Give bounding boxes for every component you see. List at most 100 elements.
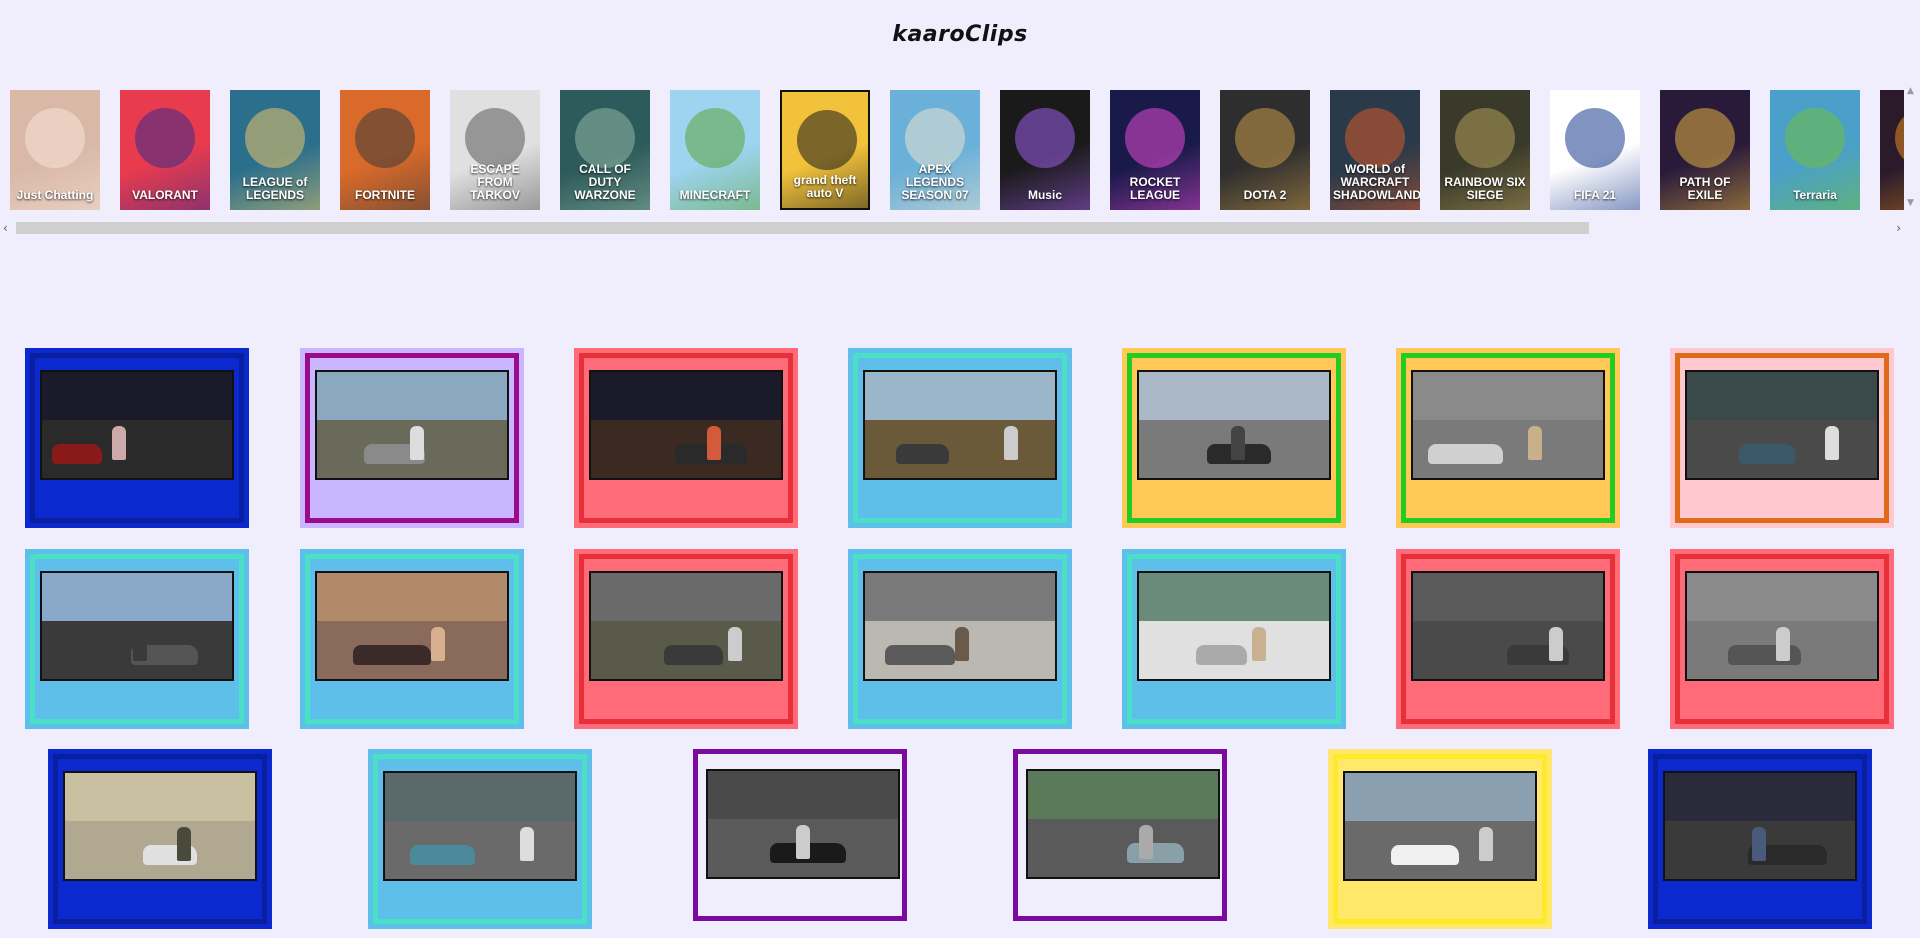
clip-thumbnail[interactable] xyxy=(1343,771,1537,881)
game-cover[interactable]: RAINBOW SIX SIEGE xyxy=(1440,90,1530,210)
clip-thumbnail[interactable] xyxy=(589,571,783,681)
game-cover[interactable]: PATH OF EXILE xyxy=(1660,90,1750,210)
clip-card-frame xyxy=(1401,554,1615,724)
clip-card[interactable] xyxy=(48,749,272,929)
clip-card-frame xyxy=(30,353,244,523)
clip-thumbnail[interactable] xyxy=(1411,571,1605,681)
game-cover[interactable]: APEX LEGENDS SEASON 07 xyxy=(890,90,980,210)
game-cover[interactable]: LEAGUE of LEGENDS xyxy=(230,90,320,210)
thumbnail-character xyxy=(1479,827,1493,861)
clip-card-frame xyxy=(53,754,267,924)
clip-card[interactable] xyxy=(693,749,907,921)
thumbnail-background xyxy=(1345,773,1535,821)
game-cover[interactable]: VALORANT xyxy=(120,90,210,210)
clip-thumbnail[interactable] xyxy=(589,370,783,480)
game-category-strip[interactable]: Just Chatting VALORANT LEAGUE of LEGENDS FO… xyxy=(0,86,1904,212)
thumbnail-vehicle xyxy=(1391,845,1459,865)
thumbnail-background xyxy=(1665,773,1855,821)
clip-thumbnail[interactable] xyxy=(315,571,509,681)
thumbnail-background xyxy=(708,771,898,819)
clip-thumbnail[interactable] xyxy=(863,571,1057,681)
game-cover-art xyxy=(1565,108,1625,168)
thumbnail-background xyxy=(1028,771,1218,819)
thumbnail-character xyxy=(707,426,721,460)
clip-card[interactable] xyxy=(574,549,798,729)
clip-card-frame xyxy=(579,353,793,523)
clip-card[interactable] xyxy=(1396,348,1620,528)
clip-card[interactable] xyxy=(368,749,592,929)
game-cover[interactable]: grand theft auto V xyxy=(780,90,870,210)
game-cover[interactable]: MINECRAFT xyxy=(670,90,760,210)
clip-thumbnail[interactable] xyxy=(706,769,900,879)
clip-thumbnail[interactable] xyxy=(1685,571,1879,681)
clip-thumbnail[interactable] xyxy=(1026,769,1220,879)
scroll-up-icon[interactable]: ▲ xyxy=(1907,86,1914,96)
clip-card[interactable] xyxy=(1648,749,1872,929)
clip-thumbnail[interactable] xyxy=(1411,370,1605,480)
clip-card[interactable] xyxy=(1122,348,1346,528)
clip-card[interactable] xyxy=(25,549,249,729)
game-cover[interactable] xyxy=(1880,90,1904,210)
clip-thumbnail[interactable] xyxy=(1663,771,1857,881)
clip-thumbnail[interactable] xyxy=(63,771,257,881)
game-cover[interactable]: CALL OF DUTY WARZONE xyxy=(560,90,650,210)
game-cover[interactable]: FORTNITE xyxy=(340,90,430,210)
horizontal-scrollbar[interactable]: ‹ › xyxy=(0,220,1904,236)
clip-card-frame xyxy=(373,754,587,924)
clip-card[interactable] xyxy=(848,348,1072,528)
clip-card[interactable] xyxy=(1396,549,1620,729)
scroll-right-icon[interactable]: › xyxy=(1896,221,1901,235)
scroll-track[interactable] xyxy=(16,222,1888,234)
thumbnail-background xyxy=(591,573,781,621)
thumbnail-character xyxy=(133,627,147,661)
clip-thumbnail[interactable] xyxy=(315,370,509,480)
thumbnail-ground xyxy=(865,419,1055,478)
game-cover-label: ESCAPE FROM TARKOV xyxy=(470,162,520,202)
game-cover-art xyxy=(1125,108,1185,168)
game-cover-label: ROCKET LEAGUE xyxy=(1129,175,1181,202)
thumbnail-vehicle xyxy=(52,444,102,464)
game-cover-label: Music xyxy=(1027,188,1062,202)
clip-card[interactable] xyxy=(1670,549,1894,729)
vertical-scrollbar[interactable]: ▲ ▼ xyxy=(1904,86,1920,212)
clip-thumbnail[interactable] xyxy=(40,370,234,480)
clip-card[interactable] xyxy=(300,348,524,528)
thumbnail-vehicle xyxy=(131,645,198,665)
clip-card[interactable] xyxy=(1013,749,1227,921)
game-cover[interactable]: WORLD of WARCRAFT SHADOWLANDS xyxy=(1330,90,1420,210)
game-cover-label: WORLD of WARCRAFT SHADOWLANDS xyxy=(1333,162,1420,202)
clip-card[interactable] xyxy=(574,348,798,528)
game-cover-label: VALORANT xyxy=(132,188,198,202)
clip-card[interactable] xyxy=(848,549,1072,729)
clip-card[interactable] xyxy=(25,348,249,528)
clip-card[interactable] xyxy=(1670,348,1894,528)
clip-thumbnail[interactable] xyxy=(1685,370,1879,480)
game-cover[interactable]: Just Chatting xyxy=(10,90,100,210)
thumbnail-character xyxy=(1825,426,1839,460)
game-cover[interactable]: FIFA 21 xyxy=(1550,90,1640,210)
game-cover-label: MINECRAFT xyxy=(679,188,751,202)
clip-card[interactable] xyxy=(1122,549,1346,729)
game-cover-label: DOTA 2 xyxy=(1243,188,1287,202)
scroll-down-icon[interactable]: ▼ xyxy=(1907,198,1914,208)
clip-card[interactable] xyxy=(1328,749,1552,929)
game-cover[interactable]: Music xyxy=(1000,90,1090,210)
thumbnail-vehicle xyxy=(353,645,431,665)
game-cover[interactable]: ROCKET LEAGUE xyxy=(1110,90,1200,210)
clip-thumbnail[interactable] xyxy=(383,771,577,881)
scroll-thumb[interactable] xyxy=(16,222,1589,234)
clip-card-frame xyxy=(579,554,793,724)
game-cover-label: FORTNITE xyxy=(355,188,415,202)
clip-thumbnail[interactable] xyxy=(40,571,234,681)
clip-thumbnail[interactable] xyxy=(1137,571,1331,681)
game-cover[interactable]: Terraria xyxy=(1770,90,1860,210)
thumbnail-background xyxy=(865,372,1055,420)
clip-card[interactable] xyxy=(300,549,524,729)
clip-card-frame xyxy=(1127,353,1341,523)
thumbnail-vehicle xyxy=(410,845,475,865)
clip-thumbnail[interactable] xyxy=(1137,370,1331,480)
game-cover[interactable]: DOTA 2 xyxy=(1220,90,1310,210)
game-cover[interactable]: ESCAPE FROM TARKOV xyxy=(450,90,540,210)
scroll-left-icon[interactable]: ‹ xyxy=(3,221,8,235)
clip-thumbnail[interactable] xyxy=(863,370,1057,480)
